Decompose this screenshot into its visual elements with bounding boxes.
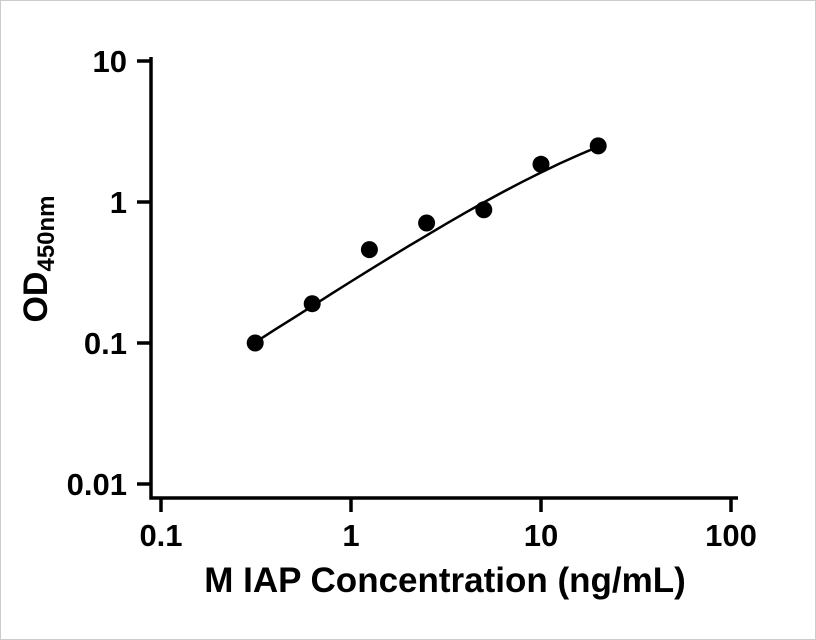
- y-axis-title-subscript: 450nm: [33, 195, 60, 271]
- data-point: [475, 201, 493, 219]
- y-tick-label: 1: [110, 185, 127, 220]
- y-tick-label: 0.1: [84, 326, 127, 361]
- y-axis-title-main: OD: [17, 272, 55, 323]
- y-axis-title: OD450nm: [17, 195, 60, 322]
- fit-curve: [255, 145, 600, 343]
- axes-frame: [149, 57, 738, 500]
- data-point: [418, 214, 436, 232]
- x-tick-label: 100: [705, 518, 757, 553]
- y-tick-label: 10: [93, 44, 127, 79]
- x-tick-label: 1: [342, 518, 359, 553]
- data-point: [532, 155, 550, 173]
- data-point: [589, 137, 607, 155]
- x-axis-title: M IAP Concentration (ng/mL): [204, 561, 686, 600]
- y-tick-label: 0.01: [67, 467, 127, 502]
- x-tick-label: 10: [524, 518, 558, 553]
- data-point: [246, 334, 264, 352]
- x-tick-label: 0.1: [139, 518, 182, 553]
- data-point: [360, 241, 378, 259]
- data-point: [303, 295, 321, 313]
